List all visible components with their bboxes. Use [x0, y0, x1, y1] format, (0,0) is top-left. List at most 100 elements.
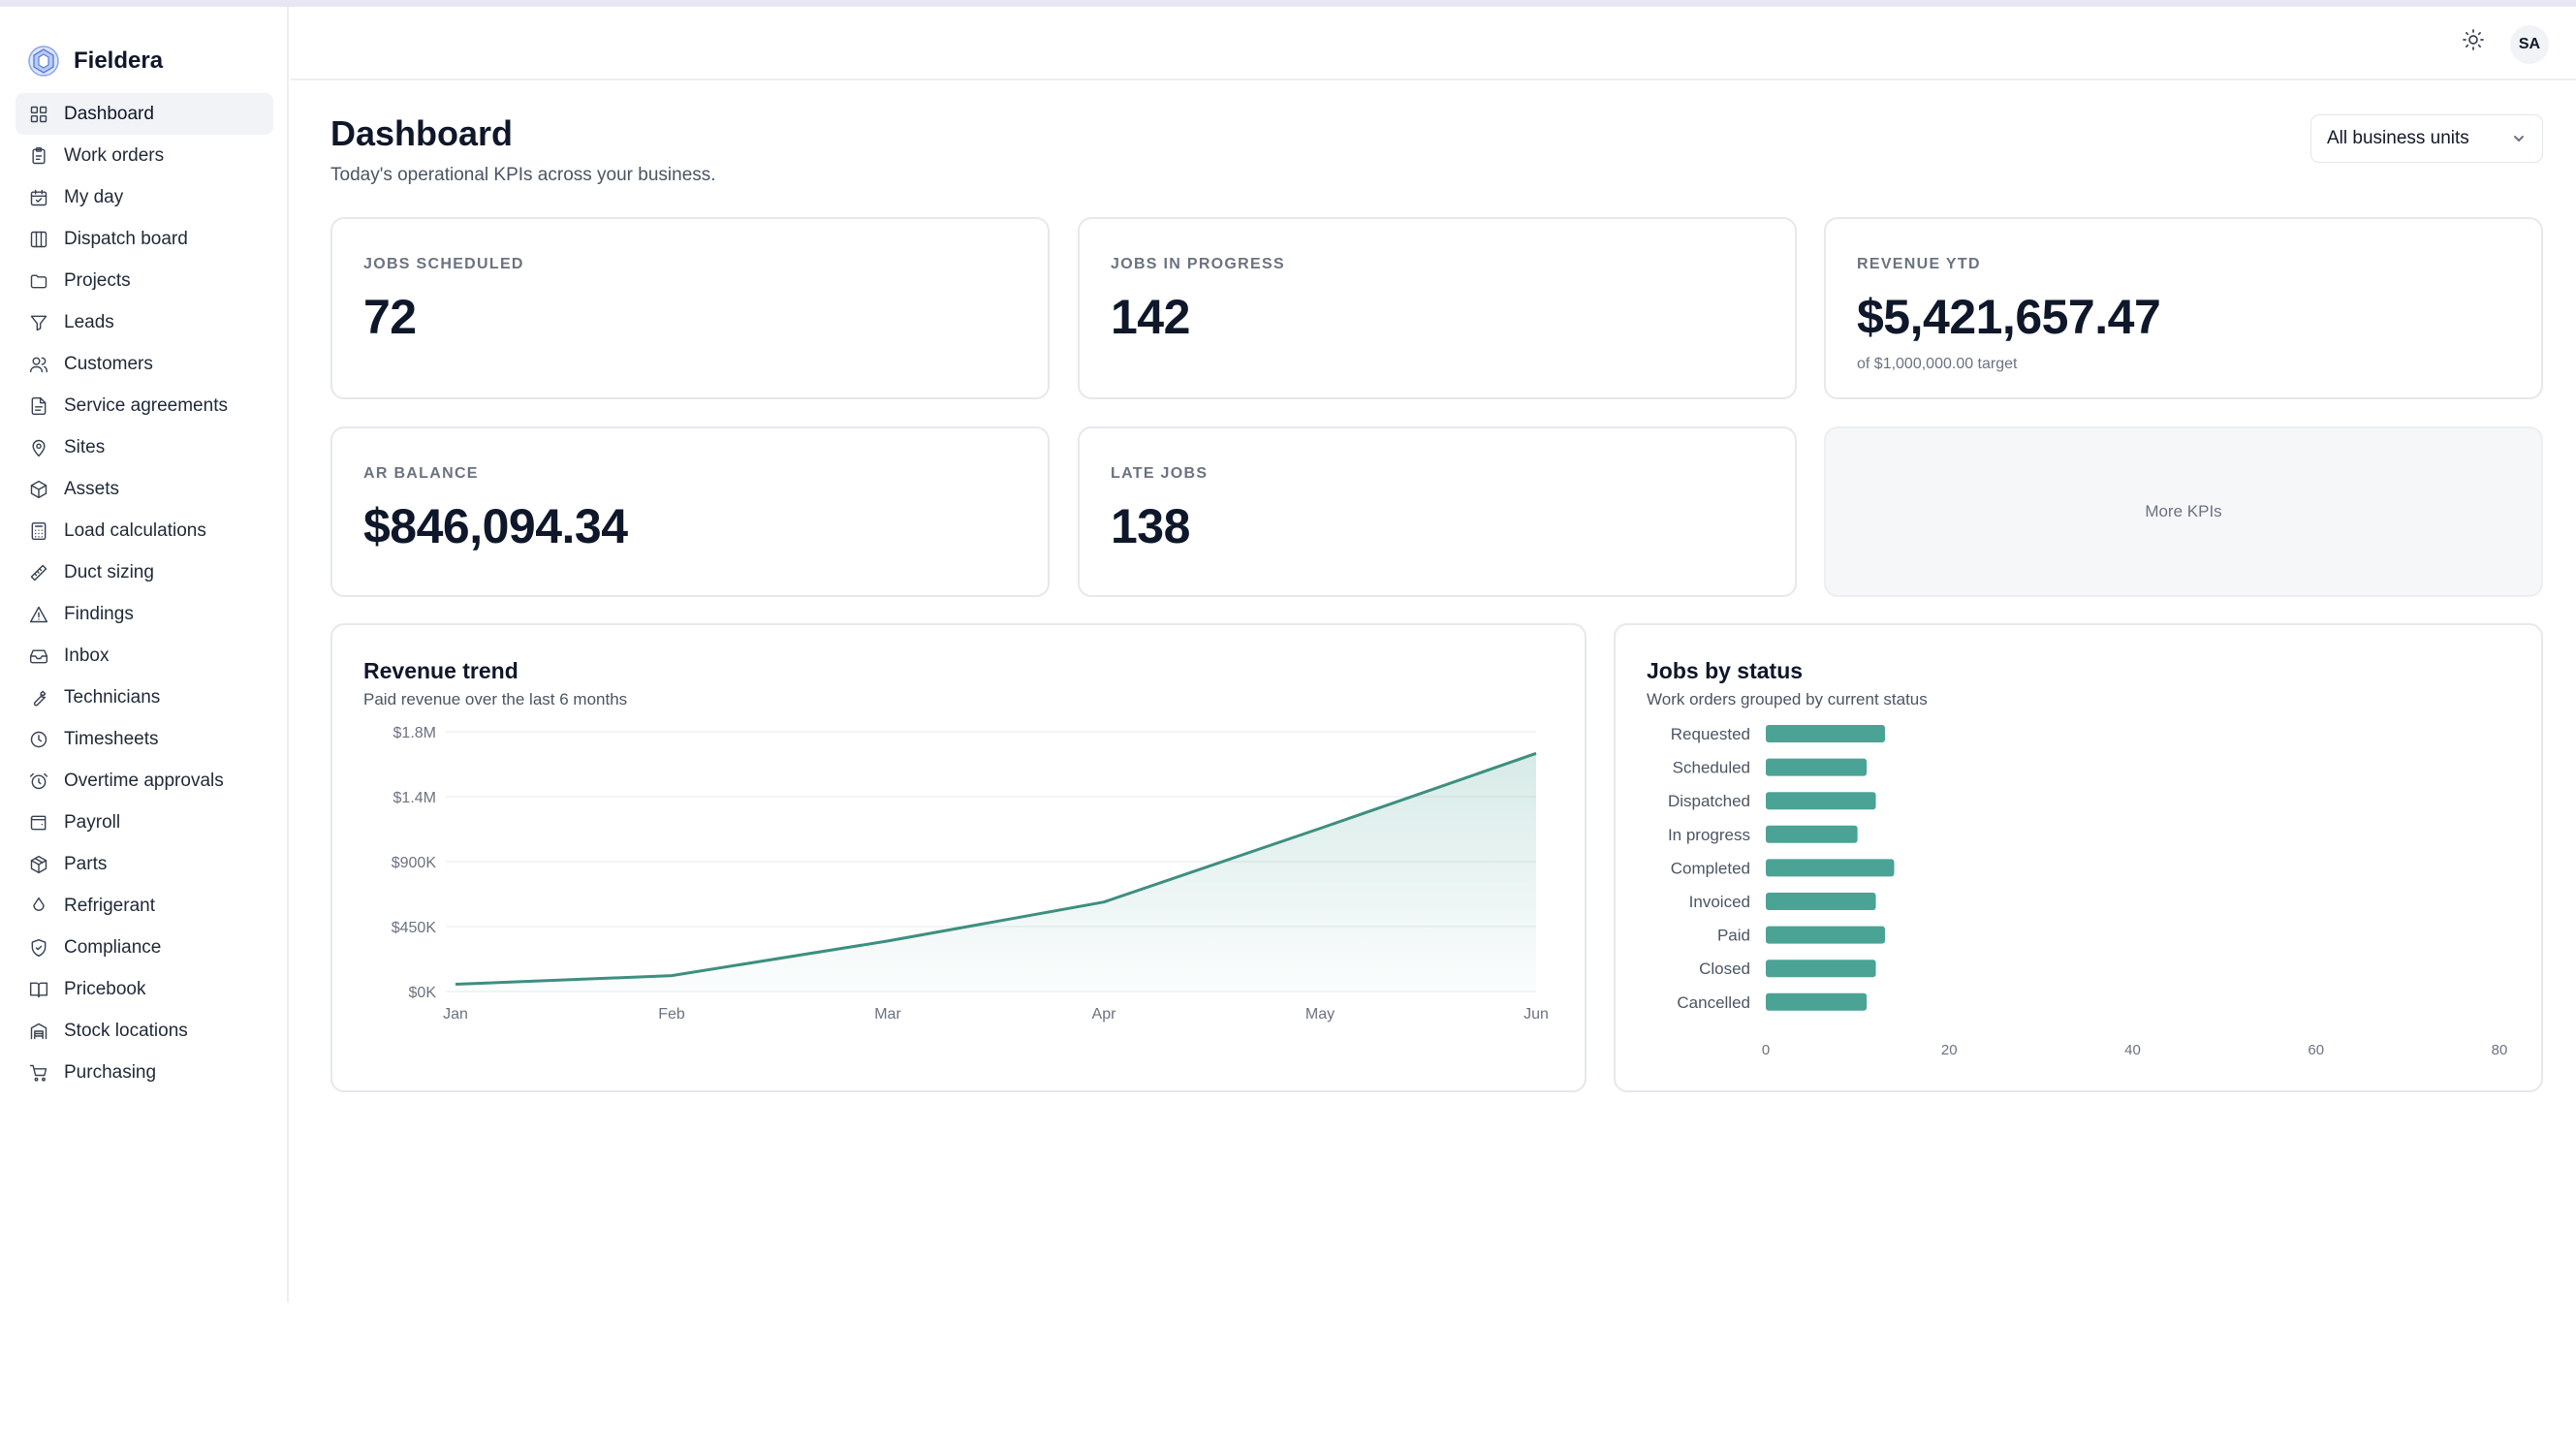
top-header: [291, 7, 2576, 80]
revenue-area: [456, 753, 1536, 992]
clock-icon: [30, 731, 47, 747]
sidebar-item-label: Inbox: [64, 645, 110, 666]
x-tick-label: 0: [1762, 1042, 1770, 1058]
theme-toggle-button[interactable]: [2460, 26, 2487, 53]
filter-icon: [30, 315, 47, 331]
sidebar-item-refrigerant[interactable]: Refrigerant: [16, 885, 273, 927]
sidebar-item-customers[interactable]: Customers: [16, 343, 273, 385]
cart-icon: [29, 1064, 47, 1082]
kpi-card-jobs-scheduled[interactable]: JOBS SCHEDULED 72: [330, 217, 1050, 399]
jobs-by-status-title: Jobs by status: [1647, 658, 1804, 683]
status-bar: [1766, 758, 1868, 776]
y-tick-label: $1.4M: [393, 790, 436, 806]
users-icon: [29, 357, 48, 372]
more-kpis-label: More KPIs: [2145, 502, 2222, 520]
kpi-card-revenue-ytd[interactable]: REVENUE YTD $5,421,657.47 of $1,000,000.…: [1824, 217, 2543, 399]
x-tick-label: Jun: [1524, 1006, 1549, 1023]
category-label: Invoiced: [1689, 893, 1750, 911]
revenue-trend-card: Revenue trend Paid revenue over the last…: [330, 623, 1586, 1092]
sidebar-item-label: Service agreements: [64, 394, 228, 416]
sidebar-item-work-orders[interactable]: Work orders: [16, 135, 273, 176]
sidebar-item-label: Duct sizing: [64, 561, 154, 582]
x-tick-label: Apr: [1092, 1006, 1117, 1023]
droplet-icon: [33, 897, 45, 911]
sidebar-item-technicians[interactable]: Technicians: [16, 677, 273, 718]
category-label: Cancelled: [1677, 993, 1750, 1012]
sidebar-item-compliance[interactable]: Compliance: [16, 927, 273, 968]
sidebar-item-label: My day: [64, 186, 124, 207]
sidebar-item-projects[interactable]: Projects: [16, 260, 273, 301]
top-accent-line: [0, 0, 2576, 7]
sidebar-item-payroll[interactable]: Payroll: [16, 802, 273, 843]
sidebar-item-inbox[interactable]: Inbox: [16, 635, 273, 677]
file-text-icon: [31, 396, 47, 415]
sidebar-item-stock-locations[interactable]: Stock locations: [16, 1010, 273, 1052]
sidebar-item-service-agreements[interactable]: Service agreements: [16, 385, 273, 426]
business-unit-select[interactable]: All business units: [2310, 114, 2543, 163]
x-tick-label: 60: [2308, 1042, 2324, 1058]
alarm-clock-icon: [29, 772, 48, 789]
sidebar-item-label: Payroll: [64, 811, 121, 833]
sidebar-item-label: Assets: [64, 478, 120, 499]
sidebar-item-sites[interactable]: Sites: [16, 426, 273, 468]
sidebar-item-leads[interactable]: Leads: [16, 301, 273, 343]
category-label: Completed: [1671, 859, 1750, 877]
wallet-icon: [30, 815, 47, 830]
x-tick-label: Mar: [874, 1006, 901, 1023]
category-label: In progress: [1668, 826, 1750, 844]
sidebar-item-findings[interactable]: Findings: [16, 593, 273, 635]
sidebar-item-dashboard[interactable]: Dashboard: [16, 93, 273, 135]
kpi-card-ar-balance[interactable]: AR BALANCE $846,094.34: [330, 426, 1050, 597]
sidebar-item-label: Leads: [64, 311, 114, 332]
sidebar-item-label: Work orders: [64, 144, 165, 166]
page-title: Dashboard: [330, 113, 514, 153]
sidebar-item-label: Projects: [64, 269, 131, 291]
category-label: Closed: [1699, 960, 1750, 978]
status-bar: [1766, 926, 1886, 944]
sidebar-item-label: Overtime approvals: [64, 770, 224, 791]
y-tick-label: $1.8M: [393, 725, 436, 741]
kpi-card-jobs-in-progress[interactable]: JOBS IN PROGRESS 142: [1078, 217, 1797, 399]
sidebar-item-overtime-approvals[interactable]: Overtime approvals: [16, 760, 273, 802]
revenue-trend-title: Revenue trend: [363, 658, 518, 683]
warehouse-icon: [30, 1023, 47, 1039]
sidebar-item-timesheets[interactable]: Timesheets: [16, 718, 273, 760]
sidebar-item-label: Sites: [64, 436, 106, 457]
sidebar-item-parts[interactable]: Parts: [16, 843, 273, 885]
sidebar-item-dispatch-board[interactable]: Dispatch board: [16, 218, 273, 260]
kpi-value: 142: [1111, 290, 1190, 344]
sidebar-item-my-day[interactable]: My day: [16, 176, 273, 218]
category-label: Requested: [1671, 725, 1750, 743]
calendar-icon: [30, 189, 47, 205]
clipboard-icon: [32, 146, 46, 164]
kpi-label: JOBS SCHEDULED: [363, 256, 524, 272]
user-avatar[interactable]: SA: [2510, 25, 2549, 64]
brand[interactable]: Fieldera: [27, 38, 163, 84]
kpi-card-late-jobs[interactable]: LATE JOBS 138: [1078, 426, 1797, 597]
revenue-line: [455, 751, 1537, 987]
category-label: Paid: [1717, 927, 1750, 945]
app-name: Fieldera: [74, 47, 164, 74]
status-bar: [1766, 893, 1876, 910]
sidebar-item-duct-sizing[interactable]: Duct sizing: [16, 551, 273, 593]
kpi-value: $5,421,657.47: [1857, 290, 2161, 344]
sidebar-item-pricebook[interactable]: Pricebook: [16, 968, 273, 1010]
y-tick-label: $450K: [392, 920, 437, 936]
category-label: Scheduled: [1673, 759, 1750, 777]
more-kpis-card[interactable]: More KPIs: [1824, 426, 2543, 597]
status-bar: [1766, 792, 1876, 810]
x-tick-label: 20: [1941, 1042, 1958, 1058]
kpi-label: AR BALANCE: [363, 465, 479, 482]
sidebar-item-purchasing[interactable]: Purchasing: [16, 1052, 273, 1093]
sidebar-item-label: Purchasing: [64, 1061, 157, 1083]
sidebar-item-assets[interactable]: Assets: [16, 468, 273, 510]
revenue-trend-subtitle: Paid revenue over the last 6 months: [363, 690, 628, 708]
sidebar-item-label: Parts: [64, 853, 108, 874]
jobs-by-status-chart: Requested Scheduled Dispatched In progress C…: [1668, 725, 2507, 1058]
sidebar-nav: Dashboard Work orders My day Dispatch board…: [16, 93, 273, 1093]
x-tick-label: May: [1305, 1006, 1335, 1023]
kpi-value: 72: [363, 290, 417, 344]
sidebar-item-load-calculations[interactable]: Load calculations: [16, 510, 273, 551]
status-bar: [1766, 725, 1886, 742]
ruler-icon: [30, 564, 47, 581]
